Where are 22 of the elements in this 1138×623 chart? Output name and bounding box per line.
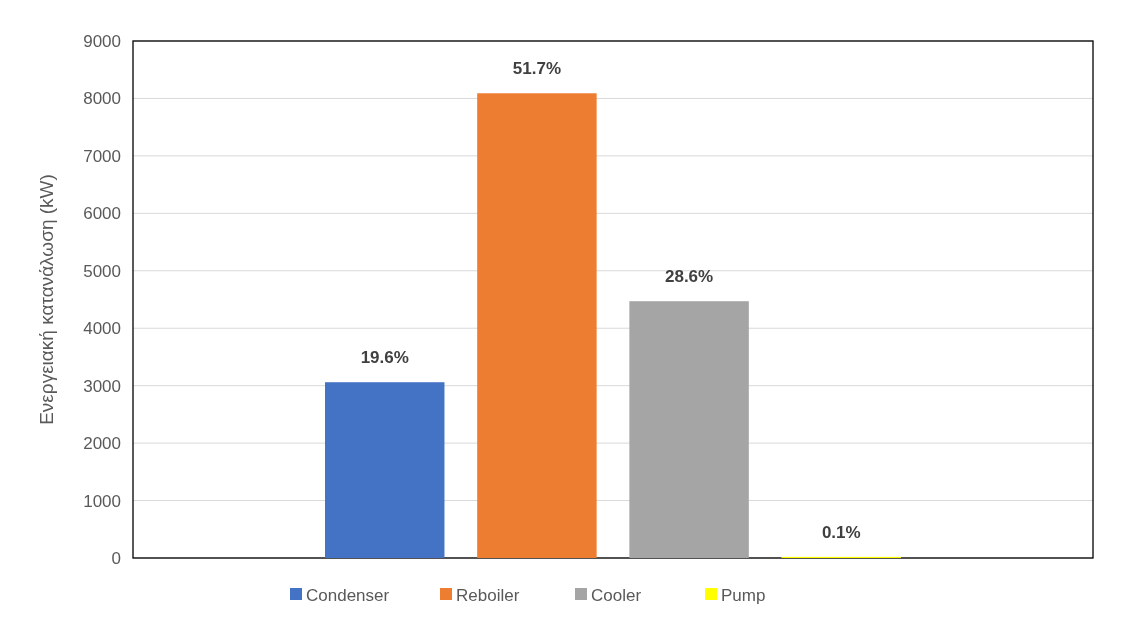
y-tick-label: 2000: [83, 434, 121, 454]
y-tick-label: 9000: [83, 31, 121, 51]
y-tick-label: 8000: [83, 89, 121, 109]
legend-label: Cooler: [591, 585, 642, 605]
bar: [325, 382, 445, 558]
legend-label: Reboiler: [456, 585, 520, 605]
y-tick-label: 5000: [83, 261, 121, 281]
annotation: 0.1%: [821, 522, 861, 542]
y-tick-label: 6000: [83, 204, 121, 224]
annotation: 51.7%: [512, 59, 562, 79]
legend-label: Pump: [721, 585, 766, 605]
y-tick-label: 7000: [83, 146, 121, 166]
y-tick-label: 4000: [83, 319, 121, 339]
bar: [477, 93, 597, 558]
annotation: 19.6%: [360, 348, 409, 368]
legend-label: Condenser: [306, 585, 390, 605]
y-tick-label: 0: [111, 548, 121, 568]
y-axis-title: Ενεργειακή κατανάλωση (kW): [36, 174, 57, 425]
annotation: 28.6%: [664, 267, 714, 287]
y-tick-label: 3000: [83, 376, 121, 396]
bar: [629, 301, 749, 558]
y-tick-label: 1000: [83, 491, 121, 511]
